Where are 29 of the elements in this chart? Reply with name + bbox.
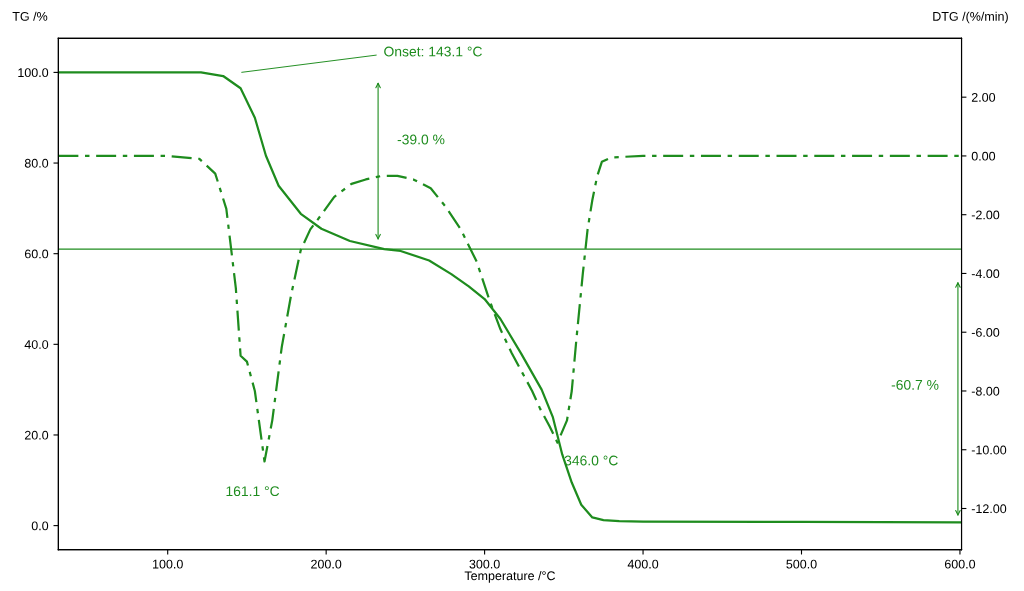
annotation: Onset: 143.1 °C [384, 46, 482, 57]
y2-tick-label: -4.00 [971, 269, 1000, 279]
y2-tick-label: 0.00 [971, 151, 996, 161]
y2-tick-label: -8.00 [971, 386, 1000, 396]
y2-tick-label: -12.00 [971, 504, 1007, 514]
annotation: 161.1 °C [226, 486, 280, 497]
y2-axis-title: DTG /(%/min) [933, 11, 1008, 24]
x-tick-label: 300.0 [469, 559, 500, 569]
y-axis-title: TG /% [12, 11, 48, 21]
y-tick-label: 100.0 [18, 68, 49, 78]
y-tick-label: 40.0 [24, 340, 49, 349]
y2-tick-label: -6.00 [971, 328, 1000, 337]
y-tick-label: 80.0 [24, 158, 49, 168]
x-tick-label: 200.0 [311, 559, 342, 569]
annotation: -39.0 % [397, 134, 445, 145]
y2-tick-label: -10.00 [971, 445, 1007, 455]
y2-tick-label: 2.00 [971, 92, 996, 102]
y-tick-label: 60.0 [24, 249, 49, 259]
x-tick-label: 500.0 [786, 559, 817, 569]
line-series [58, 71, 962, 524]
x-axis-title: Temperature /°C [464, 571, 556, 583]
annotation: 346.0 °C [564, 455, 618, 466]
annotation: -60.7 % [891, 379, 939, 390]
x-tick-label: 100.0 [153, 559, 183, 569]
x-tick-label: 600.0 [944, 559, 976, 569]
y-tick-label: 0.0 [31, 521, 49, 531]
y-tick-label: 20.0 [24, 430, 49, 440]
y2-tick-label: -2.00 [971, 210, 1000, 220]
x-tick-label: 400.0 [627, 559, 659, 569]
